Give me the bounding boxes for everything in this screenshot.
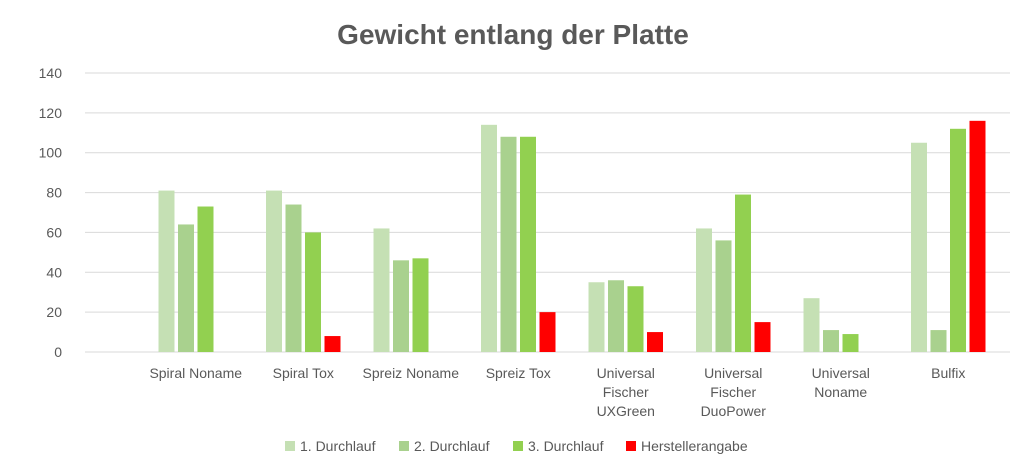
x-category-label: Fischer	[603, 384, 649, 400]
x-category-label: Spreiz Tox	[486, 365, 551, 381]
x-category-label: DuoPower	[701, 403, 767, 419]
y-tick-label: 60	[46, 224, 62, 240]
bar-3-7	[842, 334, 859, 352]
bar-3-2	[305, 232, 321, 352]
bar-1-8	[911, 142, 927, 352]
bar-3-8	[950, 128, 966, 352]
bar-2-7	[823, 330, 839, 352]
x-category-label: Bulfix	[931, 365, 965, 381]
bar-3-1	[197, 206, 214, 352]
y-tick-label: 0	[54, 344, 62, 360]
bar-2-8	[930, 330, 947, 352]
bar-3-5	[627, 286, 644, 352]
legend-swatch-4	[626, 441, 636, 451]
bar-1-4	[481, 124, 497, 352]
bar-2-6	[715, 240, 732, 352]
y-axis-ticks: 0 20 40 60 80 100 120 140	[39, 65, 63, 360]
bar-1-2	[266, 190, 282, 352]
bar-2-1	[178, 224, 194, 352]
legend-swatch-1	[285, 441, 295, 451]
x-category-label: Universal	[597, 365, 655, 381]
legend-label-1: 1. Durchlauf	[300, 438, 376, 454]
legend-swatch-2	[399, 441, 409, 451]
legend-label-4: Herstellerangabe	[641, 438, 748, 454]
y-tick-label: 120	[39, 105, 63, 121]
y-tick-label: 40	[46, 264, 62, 280]
bar-4-2	[324, 336, 341, 352]
bar-2-2	[285, 204, 302, 352]
bars	[158, 120, 986, 352]
bar-2-5	[608, 280, 624, 352]
x-category-label: Fischer	[710, 384, 756, 400]
bar-1-5	[588, 282, 605, 352]
bar-3-3	[412, 258, 429, 352]
bar-4-6	[754, 322, 771, 352]
gridlines	[85, 72, 1010, 353]
legend: 1. Durchlauf 2. Durchlauf 3. Durchlauf Hers…	[285, 438, 748, 454]
bar-4-4	[539, 312, 556, 352]
bar-1-3	[373, 228, 390, 352]
bar-4-8	[969, 120, 986, 352]
x-category-label: Spreiz Noname	[363, 365, 460, 381]
bar-1-7	[803, 298, 820, 352]
y-tick-label: 100	[39, 145, 63, 161]
x-category-label: Universal	[812, 365, 870, 381]
y-tick-label: 140	[39, 65, 63, 81]
y-tick-label: 80	[46, 185, 62, 201]
bar-1-1	[158, 190, 175, 352]
legend-swatch-3	[513, 441, 523, 451]
bar-2-3	[393, 260, 409, 352]
chart-title: Gewicht entlang der Platte	[337, 19, 689, 50]
legend-label-3: 3. Durchlauf	[528, 438, 604, 454]
bar-3-4	[520, 136, 536, 352]
y-tick-label: 20	[46, 304, 62, 320]
legend-label-2: 2. Durchlauf	[414, 438, 490, 454]
x-category-label: Spiral Tox	[273, 365, 334, 381]
x-category-label: Noname	[814, 384, 867, 400]
x-category-label: UXGreen	[597, 403, 655, 419]
bar-2-4	[500, 136, 517, 352]
x-category-label: Universal	[704, 365, 762, 381]
x-category-label: Spiral Noname	[149, 365, 242, 381]
bar-3-6	[735, 194, 751, 352]
bar-1-6	[696, 228, 712, 352]
bar-4-5	[647, 332, 663, 352]
x-axis-labels: Spiral Noname Spiral Tox Spreiz Noname Spre…	[149, 365, 965, 419]
